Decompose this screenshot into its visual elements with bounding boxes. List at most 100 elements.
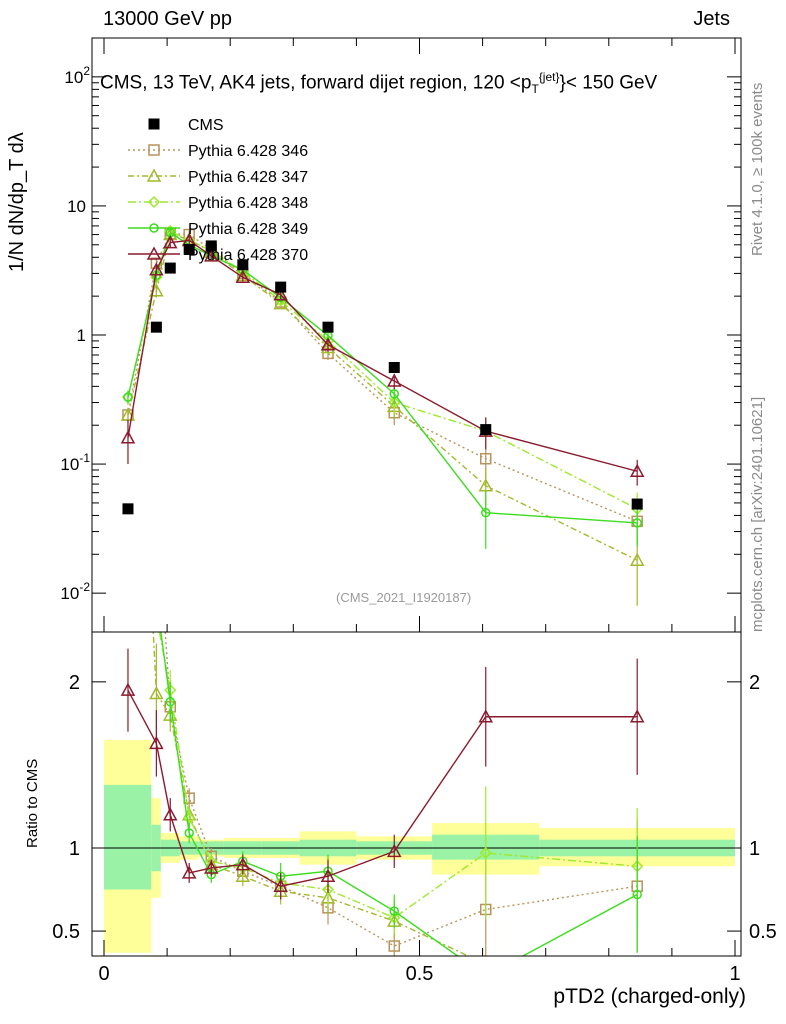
ratio-point-p370 [162,807,178,821]
legend-label-p346: Pythia 6.428 346 [188,143,308,160]
point-cms [631,498,643,510]
jets-label: Jets [693,8,730,30]
chart-title-sup: {jet} [538,70,560,84]
series-line-p346 [127,232,638,522]
legend-marker-p349 [149,223,159,233]
ratio-point-p370 [235,857,251,871]
point-p370 [204,248,219,262]
ratio-point-p370 [629,709,645,723]
legend-label-cms: CMS [188,117,224,134]
ratio-series-p370 [120,648,645,900]
ratio-point-p349 [165,697,176,707]
point-p349 [389,389,400,399]
point-cms [275,281,287,293]
series-line-p347 [127,233,638,561]
main-ytick-label: 10-2 [60,580,90,603]
point-p370 [273,287,288,301]
chart-title: CMS, 13 TeV, AK4 jets, forward dijet reg… [100,70,657,96]
legend-marker-p346 [148,144,160,156]
legend-label-p348: Pythia 6.428 348 [188,195,308,212]
point-cms [388,362,400,374]
legend-marker-p347 [146,168,162,182]
point-p370 [120,430,136,444]
xtick-label: 0 [98,963,109,985]
ratio-point-p370 [320,868,336,882]
ratio-point-p346 [388,940,401,952]
point-p370 [149,262,164,276]
point-cms [150,321,162,333]
mcplots-label: mcplots.cern.ch [arXiv:2401.10621] [749,396,766,632]
ratio-point-p347 [235,868,251,882]
ratio-ytick-label-right: 2 [749,672,760,694]
point-p349 [632,518,642,528]
ratio-point-p370 [120,682,136,696]
ratio-band-inner [104,784,152,890]
legend-marker-p348 [147,195,161,209]
ratio-line-p348 [158,632,638,919]
point-p370 [162,235,178,249]
xtick-label: 0.5 [406,963,434,985]
ratio-point-p370 [386,843,402,858]
chart-title-tail: }< 150 GeV [559,72,658,94]
chart-title-main: CMS, 13 TeV, AK4 jets, forward dijet reg… [100,72,532,94]
point-p370 [629,463,645,477]
point-p347 [629,552,645,566]
ratio-point-p348 [479,846,492,860]
ratio-ytick-label: 1 [69,838,80,860]
xtick-label: 1 [729,963,740,985]
series-p346 [122,227,643,545]
ratio-point-p370 [204,860,219,874]
ratio-series-p348 [158,632,644,935]
ratio-ytick-label-right: 0.5 [749,921,777,943]
point-cms [183,243,195,255]
ratio-point-p347 [149,685,164,700]
analysis-watermark: (CMS_2021_I1920187) [336,590,472,605]
series-p349 [123,227,642,549]
point-cms [164,262,176,274]
point-cms [237,259,249,271]
legend-label-p347: Pythia 6.428 347 [188,169,308,186]
energy-label: 13000 GeV pp [103,8,232,30]
main-y-axis-label: 1/N dN/dp_T dλ [6,132,28,272]
legend-label-p349: Pythia 6.428 349 [188,221,308,238]
rivet-version-label: Rivet 4.1.0, ≥ 100k events [749,82,766,256]
ratio-ytick-label-right: 1 [749,838,760,860]
x-axis-label: pTD2 (charged-only) [553,985,746,1008]
series-p347 [120,226,645,606]
point-p370 [386,373,402,387]
series-p348 [121,224,644,532]
ratio-ytick-label: 2 [69,672,80,694]
main-ytick-label: 1 [77,326,86,345]
point-p370 [320,337,336,351]
ratio-point-p348 [321,883,335,896]
ratio-point-p349 [184,828,194,838]
point-p346 [480,452,492,465]
point-cms [480,424,492,436]
point-cms [205,240,217,252]
ratio-ytick-label: 0.5 [52,921,80,943]
ratio-y-axis-label: Ratio to CMS [24,758,41,848]
legend-label-p370: Pythia 6.428 370 [188,247,308,264]
point-cms [322,321,334,333]
ratio-point-p370 [181,865,197,879]
legend-marker-cms [148,118,160,130]
ratio-point-p370 [273,878,288,892]
point-p349 [481,507,491,518]
chart-title-sub: T [531,82,539,97]
ratio-point-p370 [478,709,494,723]
series-line-p348 [127,229,638,510]
main-ytick-label: 10 [67,197,86,216]
ratio-point-p349 [632,889,642,900]
series-line-p370 [127,239,638,472]
ratio-plot-frame [91,631,742,957]
series-p370 [120,232,645,486]
ratio-point-p349 [389,906,400,916]
legend-marker-p370 [146,246,162,260]
point-p349 [123,392,133,402]
main-ytick-label: 102 [64,64,90,87]
point-p370 [235,269,251,284]
main-ytick-label: 10-1 [60,451,90,474]
ratio-point-p370 [149,735,164,750]
series-line-p349 [127,231,638,524]
